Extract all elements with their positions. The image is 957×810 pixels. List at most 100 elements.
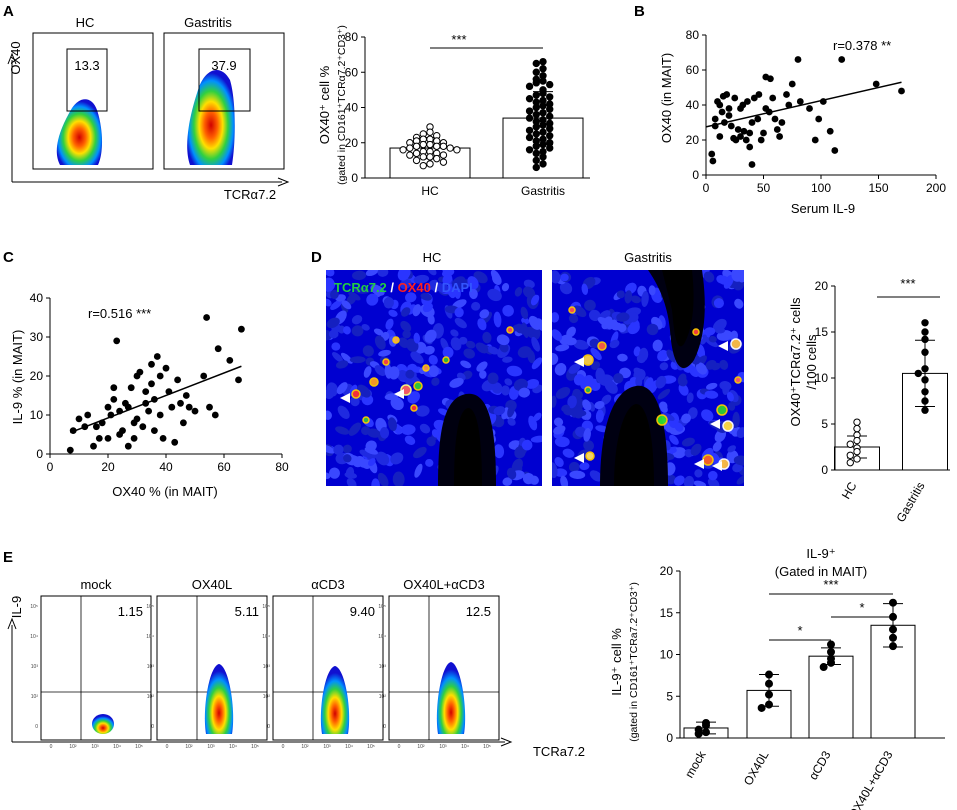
data-point xyxy=(921,328,929,336)
data-point xyxy=(133,415,141,423)
nucleus xyxy=(454,307,464,318)
nucleus xyxy=(522,286,536,299)
nucleus xyxy=(361,426,371,436)
nucleus xyxy=(479,309,490,319)
nucleus xyxy=(428,365,439,377)
nucleus xyxy=(504,378,513,386)
flow-a-ylabel: OX40 xyxy=(8,41,23,74)
nucleus xyxy=(566,326,576,338)
chart-a-ylabel-1: OX40⁺ cell % xyxy=(317,65,332,144)
nucleus xyxy=(523,279,535,289)
data-point xyxy=(838,56,846,63)
nucleus xyxy=(552,395,557,408)
data-point xyxy=(778,119,786,126)
nucleus xyxy=(348,291,361,301)
nucleus xyxy=(635,375,643,388)
nucleus xyxy=(659,362,669,371)
flow-a-gastritis-gate xyxy=(198,48,251,112)
nucleus xyxy=(554,436,570,448)
nucleus xyxy=(442,270,453,276)
nucleus xyxy=(502,477,513,486)
data-point xyxy=(433,154,441,163)
nucleus xyxy=(420,293,432,301)
stained-cell xyxy=(716,404,728,416)
nucleus xyxy=(690,443,702,456)
data-point xyxy=(757,703,766,712)
nucleus xyxy=(399,279,412,290)
nucleus xyxy=(336,360,349,369)
flow-x-tick: 10⁴ xyxy=(113,744,121,750)
nucleus xyxy=(530,294,540,306)
chart-d-ylabel-2: /100 cells xyxy=(804,334,819,389)
y-tick-label: 15 xyxy=(815,325,829,339)
data-point xyxy=(783,91,790,98)
nucleus xyxy=(414,463,423,478)
chart-c-ylabel: IL-9 % (in MAIT) xyxy=(10,330,25,425)
flow-e-title: OX40L xyxy=(192,577,232,592)
data-point xyxy=(127,384,135,392)
y-tick-label: 20 xyxy=(660,564,674,578)
nucleus xyxy=(555,387,571,399)
nucleus xyxy=(336,382,348,395)
x-category-label: HC xyxy=(839,479,860,501)
stained-cell xyxy=(362,416,370,424)
data-point xyxy=(139,423,147,431)
data-point xyxy=(773,126,781,133)
data-point xyxy=(399,146,407,154)
flow-a-title-hc: HC xyxy=(76,15,95,30)
nucleus xyxy=(487,346,500,355)
nucleus xyxy=(659,401,668,411)
nucleus xyxy=(346,478,357,486)
stained-cell xyxy=(442,356,450,364)
data-point xyxy=(95,435,103,442)
micro-image-hc: TCRα7.2 / OX40 / DAPI xyxy=(326,270,542,486)
data-point xyxy=(889,642,897,651)
nucleus xyxy=(567,395,577,409)
nucleus xyxy=(694,469,703,478)
chart-b-xlabel: Serum IL-9 xyxy=(791,201,855,216)
nucleus xyxy=(407,391,421,404)
nucleus xyxy=(329,467,340,479)
data-point xyxy=(156,372,164,380)
nucleus xyxy=(460,360,472,369)
nucleus xyxy=(677,373,687,385)
nucleus xyxy=(652,339,663,352)
data-point xyxy=(419,153,427,161)
nucleus xyxy=(412,304,422,317)
nucleus xyxy=(431,429,439,438)
nucleus xyxy=(583,440,595,451)
nucleus xyxy=(714,327,726,334)
nucleus xyxy=(454,317,467,329)
flow-x-tick: 10³ xyxy=(91,744,99,750)
nucleus xyxy=(683,475,695,486)
nucleus xyxy=(351,270,367,281)
x-category-label: Gastritis xyxy=(893,480,927,525)
nucleus xyxy=(514,287,523,297)
x-tick-label: 60 xyxy=(217,460,231,474)
data-point xyxy=(226,357,234,364)
nucleus xyxy=(405,292,417,303)
flow-x-tick: 10⁴ xyxy=(229,744,237,750)
flow-a-gastritis-gate-value: 37.9 xyxy=(211,58,236,73)
nucleus xyxy=(561,404,570,412)
data-point xyxy=(754,115,762,123)
data-point xyxy=(711,115,719,123)
y-tick-label: 30 xyxy=(30,330,44,344)
nucleus xyxy=(686,392,694,404)
panel-label-c: C xyxy=(3,249,14,266)
flow-e-ylabel: IL-9 xyxy=(9,596,24,618)
data-point xyxy=(757,136,765,144)
nucleus xyxy=(617,353,628,362)
y-tick-label: 0 xyxy=(692,168,699,182)
chart-c-xlabel: OX40 % (in MAIT) xyxy=(112,484,217,499)
nucleus xyxy=(559,281,573,295)
data-point xyxy=(853,455,861,463)
data-point xyxy=(532,79,540,87)
data-point xyxy=(921,319,929,327)
data-point xyxy=(827,658,835,667)
nucleus xyxy=(374,365,386,376)
data-point xyxy=(142,388,150,395)
nucleus xyxy=(400,307,411,317)
nucleus xyxy=(655,375,667,389)
